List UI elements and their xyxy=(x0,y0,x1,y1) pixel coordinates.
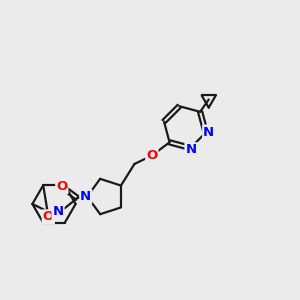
Text: N: N xyxy=(52,206,64,218)
Text: N: N xyxy=(80,190,92,203)
Text: O: O xyxy=(146,149,158,162)
Text: O: O xyxy=(56,180,68,193)
Text: N: N xyxy=(203,126,214,139)
Text: N: N xyxy=(185,143,197,156)
Text: O: O xyxy=(43,210,54,223)
